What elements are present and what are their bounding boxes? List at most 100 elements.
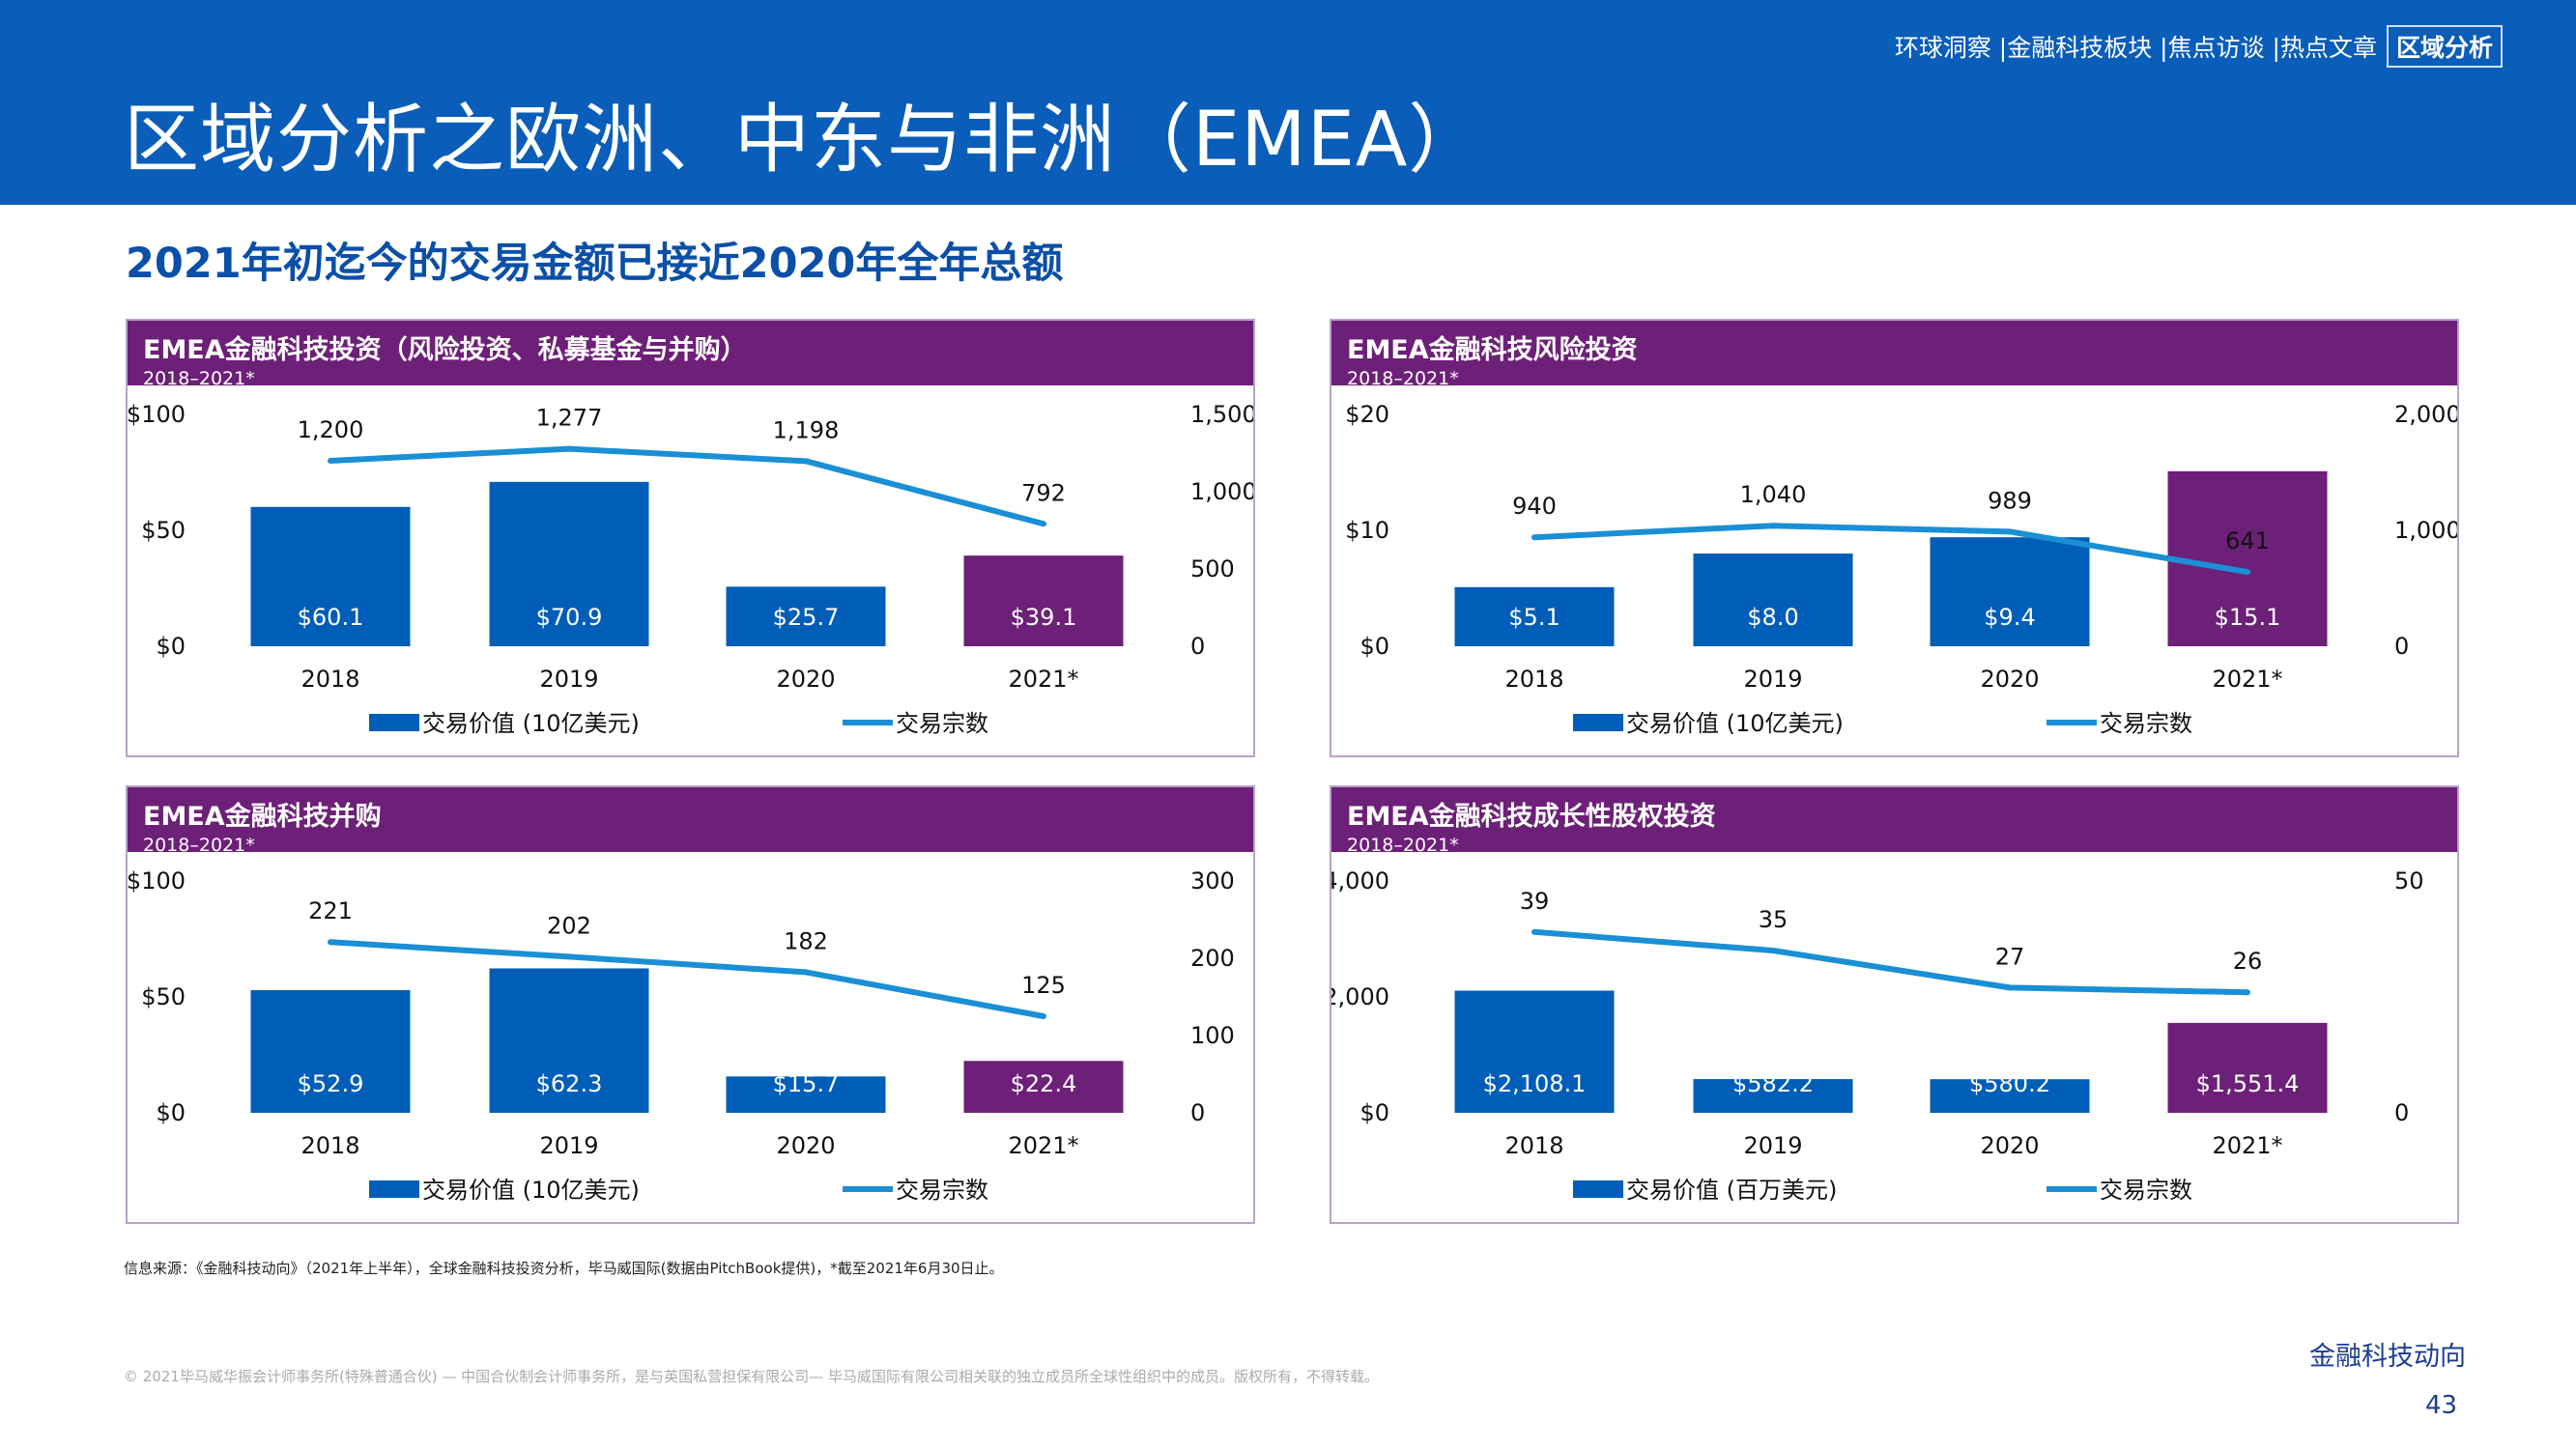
legend-line-swatch — [843, 720, 893, 725]
left-axis-tick: $100 — [128, 867, 186, 895]
bar-value-label: $25.7 — [773, 604, 840, 631]
line-value-label: 1,040 — [1740, 481, 1807, 508]
line-point — [328, 458, 333, 464]
bar — [1930, 537, 2090, 646]
line-point — [328, 939, 333, 946]
line-point — [2007, 528, 2013, 535]
right-axis-tick: 0 — [1190, 633, 1205, 660]
line-point — [1531, 928, 1537, 935]
legend-bar-label: 交易价值 (10亿美元) — [422, 1177, 640, 1204]
left-axis-tick: $0 — [156, 1099, 186, 1126]
legend-bar-label: 交易价值 (百万美元) — [1626, 1177, 1837, 1204]
right-axis-tick: 2,000 — [2394, 401, 2457, 428]
category-label: 2019 — [539, 666, 598, 693]
bar — [963, 1061, 1124, 1113]
section-subtitle: 2021年初迄今的交易金额已接近2020年全年总额 — [126, 240, 1064, 288]
chart-range: 2018–2021* — [143, 368, 255, 389]
chart-range: 2018–2021* — [143, 835, 255, 856]
category-label: 2021* — [2212, 1132, 2282, 1159]
right-axis-tick: 0 — [2394, 1099, 2409, 1126]
category-label: 2018 — [301, 666, 359, 693]
bar — [2167, 470, 2328, 646]
right-axis-tick: 1,000 — [1190, 478, 1253, 505]
nav-item-regional[interactable]: 区域分析 — [2386, 25, 2503, 68]
category-label: 2021* — [1008, 1132, 1078, 1159]
line-point — [803, 969, 809, 976]
category-label: 2019 — [539, 1132, 598, 1159]
line-point — [1531, 534, 1537, 541]
line-point — [566, 953, 572, 960]
line-value-label: 1,200 — [298, 416, 364, 443]
chart-range: 2018–2021* — [1347, 835, 1459, 856]
legend-line-label: 交易宗数 — [2100, 1177, 2192, 1204]
line-point — [2007, 984, 2013, 991]
category-label: 2020 — [776, 1132, 835, 1159]
right-axis-tick: 100 — [1190, 1022, 1235, 1049]
line-point — [2245, 989, 2250, 996]
nav-item-interview[interactable]: 焦点访谈 | — [2167, 34, 2280, 62]
legend-bar-swatch — [369, 714, 419, 731]
line-point — [1041, 521, 1046, 527]
chart-svg: $20 $10 $0 2,000 1,000 0 $5.1 2018 $8.0 2019 $9.4 2… — [1345, 401, 2457, 737]
right-axis-tick: 1,500 — [1190, 401, 1253, 428]
bar — [1693, 1079, 1853, 1113]
legend-line-swatch — [2046, 1186, 2097, 1192]
category-label: 2019 — [1743, 666, 1802, 693]
line-series — [329, 939, 1045, 1019]
chart-range: 2018–2021* — [1347, 368, 1459, 389]
left-axis-tick: $50 — [141, 983, 186, 1010]
bar-value-label: $22.4 — [1011, 1070, 1077, 1097]
line-value-label: 641 — [2225, 527, 2270, 554]
right-axis-tick: 200 — [1190, 945, 1235, 972]
line-point — [1770, 523, 1776, 529]
right-axis-tick: 1,000 — [2394, 517, 2457, 544]
bar-value-label: $62.3 — [536, 1070, 603, 1097]
bar-value-label: $70.9 — [536, 604, 603, 631]
line-point — [566, 445, 572, 452]
bar-value-label: $15.7 — [773, 1070, 840, 1097]
line-point — [803, 458, 809, 465]
bar — [963, 555, 1124, 646]
section-nav: 环球洞察 | 金融科技板块 | 焦点访谈 | 热点文章 区域分析 — [1895, 25, 2503, 68]
legend-bar-swatch — [1573, 714, 1623, 731]
category-label: 2019 — [1743, 1132, 1802, 1159]
line-series — [1533, 928, 2248, 996]
bar-value-label: $8.0 — [1747, 604, 1798, 631]
bar-value-label: $60.1 — [298, 604, 364, 631]
bar — [726, 586, 886, 646]
bar-value-label: $2,108.1 — [1483, 1070, 1587, 1097]
chart-svg: $4,000 $2,000 $0 50 0 $2,108.1 2018 $582.2 2019 $… — [1331, 867, 2424, 1204]
right-axis-tick: 0 — [1190, 1099, 1205, 1126]
bar — [726, 1076, 886, 1113]
nav-item-articles[interactable]: 热点文章 — [2279, 34, 2377, 62]
left-axis-tick: $100 — [128, 401, 186, 428]
line-value-label: 792 — [1021, 479, 1066, 506]
legend-line-swatch — [843, 1186, 893, 1192]
category-label: 2018 — [1504, 1132, 1563, 1159]
right-axis-tick: 300 — [1190, 867, 1235, 895]
line-value-label: 1,277 — [536, 405, 603, 432]
right-axis-tick: 50 — [2394, 867, 2424, 895]
chart-title: EMEA金融科技成长性股权投资 — [1347, 802, 1716, 832]
legend-line-label: 交易宗数 — [896, 1177, 988, 1204]
line-value-label: 35 — [1759, 906, 1789, 933]
line-value-label: 940 — [1512, 493, 1557, 520]
line-value-label: 39 — [1520, 888, 1550, 915]
left-axis-tick: $20 — [1345, 401, 1389, 428]
nav-item-global[interactable]: 环球洞察 | — [1894, 34, 2008, 62]
chart-svg: $100 $50 $0 300 200 100 0 $52.9 2018 $62.3 2019 $15… — [128, 867, 1235, 1204]
category-label: 2020 — [1980, 666, 2039, 693]
line-value-label: 27 — [1995, 943, 2025, 970]
chart-panel-ma: EMEA金融科技并购 2018–2021* $100 $50 $0 300 200 100 0… — [126, 785, 1255, 1224]
left-axis-tick: $0 — [1360, 1099, 1389, 1126]
left-axis-tick: $50 — [141, 517, 186, 544]
nav-item-fintech[interactable]: 金融科技板块 | — [2007, 34, 2168, 62]
header-band — [0, 0, 2576, 205]
category-label: 2020 — [1980, 1132, 2039, 1159]
bar-value-label: $52.9 — [298, 1070, 364, 1097]
chart-title: EMEA金融科技风险投资 — [1347, 335, 1638, 365]
publication-name: 金融科技动向 — [2309, 1342, 2466, 1372]
bar — [1454, 586, 1615, 646]
source-note: 信息来源：《金融科技动向》（2021年上半年），全球金融科技投资分析，毕马威国际… — [124, 1260, 1004, 1277]
bar-value-label: $1,551.4 — [2196, 1070, 2300, 1097]
